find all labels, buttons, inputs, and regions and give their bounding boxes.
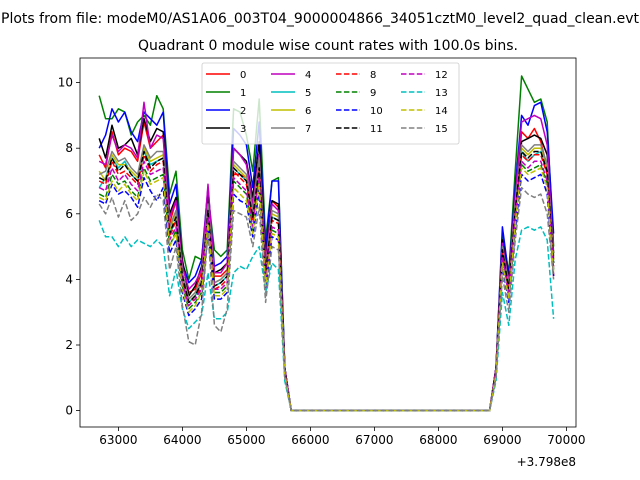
- series-line-14: [98, 167, 555, 412]
- x-tick-label: 66000: [291, 433, 329, 447]
- y-tick-label: 8: [65, 141, 73, 155]
- legend-label-3: 3: [240, 124, 246, 135]
- x-offset-label: +3.798e8: [517, 455, 576, 469]
- legend-label-9: 9: [370, 88, 376, 99]
- y-tick-label: 2: [65, 338, 73, 352]
- plot-area: [79, 57, 577, 428]
- series-line-15: [98, 186, 555, 412]
- legend-label-7: 7: [305, 124, 311, 135]
- legend-label-12: 12: [435, 70, 448, 81]
- y-tick-label: 0: [65, 404, 73, 418]
- x-tick-label: 63000: [99, 433, 137, 447]
- y-tick-label: 10: [58, 76, 73, 90]
- legend-label-8: 8: [370, 70, 376, 81]
- legend-label-6: 6: [305, 106, 311, 117]
- x-tick-label: 70000: [547, 433, 585, 447]
- legend-label-14: 14: [435, 106, 448, 117]
- series-line-2: [98, 101, 555, 412]
- figure-suptitle: Plots from file: modeM0/AS1A06_003T04_90…: [1, 11, 639, 27]
- x-tick-label: 65000: [227, 433, 265, 447]
- y-axis: 0 2 4 6 8 10: [58, 76, 80, 418]
- x-tick-label: 68000: [419, 433, 457, 447]
- x-tick-label: 69000: [483, 433, 521, 447]
- legend-frame: [201, 62, 460, 145]
- legend-label-15: 15: [435, 124, 448, 135]
- legend-label-10: 10: [370, 106, 383, 117]
- legend-label-1: 1: [240, 88, 246, 99]
- legend-label-2: 2: [240, 106, 246, 117]
- legend-label-11: 11: [370, 124, 383, 135]
- legend-label-13: 13: [435, 88, 448, 99]
- y-tick-label: 4: [65, 272, 73, 286]
- y-tick-label: 6: [65, 207, 73, 221]
- x-tick-label: 64000: [163, 433, 201, 447]
- legend-label-5: 5: [305, 88, 311, 99]
- x-tick-label: 67000: [355, 433, 393, 447]
- chart-title: Quadrant 0 module wise count rates with …: [138, 38, 518, 54]
- legend-label-0: 0: [240, 70, 246, 81]
- x-axis: 63000 64000 65000 66000 67000 68000 69000 70000: [99, 427, 585, 447]
- series-line-4: [98, 101, 555, 412]
- legend-label-4: 4: [305, 70, 311, 81]
- plot-frame: [79, 57, 577, 428]
